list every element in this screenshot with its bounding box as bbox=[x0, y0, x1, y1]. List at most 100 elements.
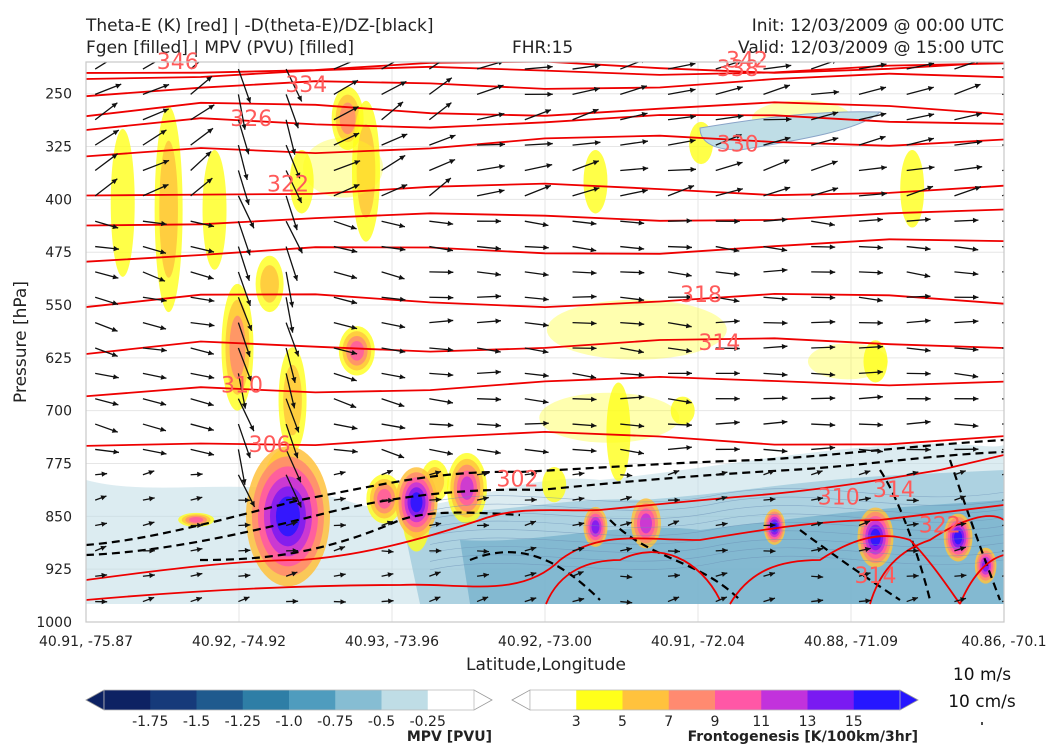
wind-arrowhead bbox=[339, 470, 346, 476]
wind-arrow bbox=[1002, 118, 1004, 121]
wind-arrowhead bbox=[351, 274, 357, 280]
wind-arrowhead bbox=[1021, 218, 1026, 223]
frontogenesis-colorbar-title: Frontogenesis [K/100km/3hr] bbox=[688, 729, 918, 745]
wind-arrowhead bbox=[1009, 548, 1014, 553]
colorbar-frame bbox=[103, 689, 475, 711]
wind-arrow bbox=[190, 62, 200, 70]
mpv-contour bbox=[429, 539, 1004, 554]
colorbar-tick: -1.0 bbox=[275, 714, 302, 730]
wind-arrowhead bbox=[447, 399, 453, 405]
wind-arrowhead bbox=[499, 141, 506, 148]
theta-e-contour bbox=[959, 554, 1004, 605]
wind-arrowhead bbox=[816, 470, 823, 476]
wind-arrowhead bbox=[690, 114, 696, 120]
wind-arrowhead bbox=[829, 372, 836, 378]
colorbar-tick: -0.75 bbox=[317, 714, 353, 730]
mpv-contour bbox=[429, 488, 1004, 503]
wind-arrowhead bbox=[913, 573, 919, 579]
wind-arrowhead bbox=[399, 246, 406, 252]
wind-arrowhead bbox=[972, 373, 979, 379]
wind-arrowhead bbox=[547, 91, 553, 97]
contour-label: 322 bbox=[267, 172, 309, 197]
wind-arrowhead bbox=[592, 108, 599, 114]
wind-arrowhead bbox=[246, 97, 251, 103]
wind-arrowhead bbox=[399, 155, 406, 161]
wind-arrowhead bbox=[398, 453, 405, 459]
wind-arrowhead bbox=[685, 399, 692, 405]
wind-arrowhead bbox=[831, 160, 838, 166]
wind-arrowhead bbox=[784, 186, 791, 192]
wind-arrowhead bbox=[781, 267, 788, 273]
wind-arrowhead bbox=[112, 224, 119, 229]
wind-arrowhead bbox=[160, 129, 167, 135]
wind-arrowhead bbox=[350, 376, 357, 382]
wind-arrowhead bbox=[543, 420, 549, 426]
colorbar-tick: 9 bbox=[711, 714, 720, 730]
wind-arrowhead bbox=[913, 497, 919, 503]
wind-arrow bbox=[285, 423, 299, 459]
wind-arrowhead bbox=[737, 114, 744, 120]
wind-arrowhead bbox=[959, 495, 966, 501]
dthetae-contour bbox=[199, 511, 521, 562]
wind-arrowhead bbox=[296, 476, 301, 483]
wind-arrowhead bbox=[590, 422, 597, 429]
wind-arrowhead bbox=[690, 166, 696, 173]
wind-arrow bbox=[1002, 271, 1004, 273]
wind-arrowhead bbox=[974, 83, 981, 89]
wind-arrowhead bbox=[111, 326, 118, 332]
wind-arrowhead bbox=[399, 323, 406, 329]
theta-e-contour bbox=[869, 515, 1004, 605]
wind-arrowhead bbox=[353, 133, 360, 138]
wind-arrowhead bbox=[542, 221, 549, 228]
wind-arrowhead bbox=[196, 572, 203, 578]
wind-arrow bbox=[620, 62, 641, 70]
contour-label: 314 bbox=[873, 478, 915, 503]
x-tick-label: 40.93, -73.96 bbox=[345, 634, 439, 650]
wind-arrow bbox=[285, 246, 298, 282]
wind-arrowhead bbox=[447, 220, 454, 226]
wind-arrow bbox=[1001, 194, 1004, 197]
wind-arrowhead bbox=[1020, 247, 1026, 252]
wind-arrowhead bbox=[593, 186, 600, 192]
wind-arrowhead bbox=[591, 270, 597, 276]
wind-arrowhead bbox=[291, 571, 298, 577]
wind-arrow bbox=[237, 144, 248, 181]
wind-arrowhead bbox=[163, 159, 169, 165]
wind-arrowhead bbox=[293, 274, 298, 281]
colorbar-tick: -0.25 bbox=[410, 714, 446, 730]
wind-arrowhead bbox=[1008, 471, 1014, 476]
wind-arrowhead bbox=[877, 217, 883, 223]
wind-arrowhead bbox=[292, 496, 298, 502]
wind-arrowhead bbox=[401, 133, 408, 139]
wind-arrowhead bbox=[829, 395, 836, 401]
wind-key-horizontal: 10 m/s bbox=[953, 665, 1011, 685]
wind-arrowhead bbox=[290, 402, 296, 409]
wind-arrowhead bbox=[721, 495, 728, 501]
wind-arrowhead bbox=[590, 374, 597, 380]
wind-arrowhead bbox=[925, 318, 931, 324]
colorbar-swatch bbox=[150, 690, 197, 710]
wind-arrowhead bbox=[113, 374, 119, 380]
wind-arrowhead bbox=[545, 109, 551, 115]
wind-arrowhead bbox=[578, 546, 585, 552]
wind-arrowhead bbox=[352, 106, 359, 112]
wind-arrowhead bbox=[495, 449, 501, 455]
mpv-contour bbox=[429, 496, 1004, 511]
wind-vectors bbox=[94, 62, 1026, 605]
contour-label: 330 bbox=[717, 132, 759, 157]
wind-arrowhead bbox=[924, 347, 931, 353]
wind-arrowhead bbox=[547, 64, 553, 70]
wind-arrowhead bbox=[112, 400, 119, 406]
wind-arrowhead bbox=[245, 452, 251, 459]
wind-arrowhead bbox=[208, 104, 215, 110]
wind-arrow bbox=[237, 423, 251, 459]
wind-arrowhead bbox=[912, 470, 919, 476]
wind-arrow bbox=[237, 322, 251, 357]
x-tick-label: 40.86, -70.1 bbox=[961, 634, 1046, 650]
wind-arrowhead bbox=[960, 597, 966, 603]
wind-arrowhead bbox=[877, 394, 883, 400]
wind-arrowhead bbox=[976, 164, 983, 170]
wind-arrowhead bbox=[973, 446, 979, 452]
wind-arrowhead bbox=[449, 159, 456, 165]
wind-arrow bbox=[1002, 372, 1004, 375]
